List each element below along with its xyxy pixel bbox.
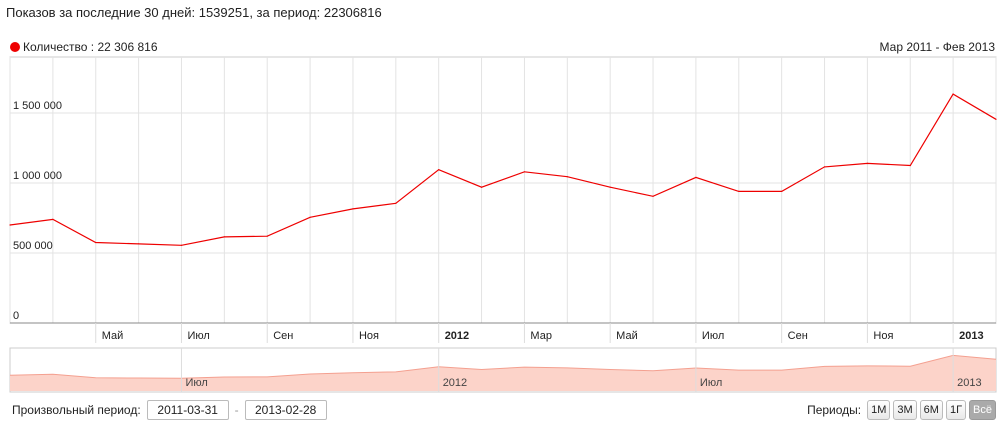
data-point bbox=[952, 93, 954, 95]
navigator-label: 2013 bbox=[957, 377, 981, 389]
data-point bbox=[438, 169, 440, 171]
y-axis-labels: 0 500 000 1 000 000 1 500 000 bbox=[13, 100, 62, 322]
x-tick-label: Май bbox=[102, 330, 124, 342]
x-tick-label: Ноя bbox=[359, 330, 379, 342]
navigator-area bbox=[10, 355, 996, 391]
date-to-input[interactable] bbox=[244, 400, 327, 420]
data-point bbox=[309, 216, 311, 218]
date-range-label: Мар 2011 - Фев 2013 bbox=[879, 40, 995, 54]
legend-label: Количество : 22 306 816 bbox=[23, 40, 158, 54]
x-tick-label: Ноя bbox=[873, 330, 893, 342]
data-point bbox=[180, 244, 183, 246]
y-tick-label: 500 000 bbox=[13, 240, 53, 252]
data-point bbox=[738, 190, 740, 192]
date-separator: - bbox=[234, 403, 239, 417]
x-tick-label: Сен bbox=[273, 330, 293, 342]
custom-period-controls: Произвольный период: - bbox=[12, 400, 327, 420]
custom-period-label: Произвольный период: bbox=[12, 403, 141, 417]
data-point bbox=[695, 176, 697, 178]
navigator-chart: Июл 2012 Июл 2013 bbox=[9, 347, 997, 393]
date-from-input[interactable] bbox=[146, 400, 229, 420]
period-selector: Периоды: 1М 3М 6М 1Г Всё bbox=[807, 400, 996, 420]
navigator-label: Июл bbox=[185, 377, 207, 389]
data-point bbox=[652, 195, 654, 197]
data-point bbox=[266, 235, 268, 237]
x-tick-label: Май bbox=[616, 330, 638, 342]
data-point bbox=[9, 224, 11, 226]
data-point bbox=[995, 118, 997, 120]
data-point bbox=[223, 236, 225, 238]
x-tick-label: 2013 bbox=[959, 330, 983, 342]
legend-marker-icon bbox=[10, 42, 20, 52]
navigator-label: 2012 bbox=[443, 377, 467, 389]
navigator-line bbox=[9, 354, 997, 379]
data-point bbox=[395, 202, 397, 204]
data-point bbox=[523, 171, 526, 173]
data-point bbox=[781, 190, 783, 192]
period-button-3m[interactable]: 3М bbox=[893, 400, 917, 420]
data-point bbox=[52, 218, 54, 220]
data-point bbox=[909, 164, 911, 167]
data-point bbox=[352, 208, 354, 210]
x-axis-labels: Май Июл Сен Ноя 2012 Мар Май Июл Сен Ноя 2013 bbox=[95, 323, 984, 343]
chart-grid bbox=[9, 56, 997, 324]
chart-series bbox=[9, 93, 997, 246]
plot-frame bbox=[9, 56, 997, 324]
data-point bbox=[480, 186, 483, 188]
period-button-1m[interactable]: 1М bbox=[867, 400, 891, 420]
line-chart: 0 500 000 1 000 000 1 500 000 Май Июл Сен Ноя 2… bbox=[9, 56, 997, 393]
x-tick-label: Июл bbox=[187, 330, 209, 342]
periods-label: Периоды: bbox=[807, 403, 862, 417]
legend[interactable]: Количество : 22 306 816 bbox=[10, 40, 158, 54]
period-button-all[interactable]: Всё bbox=[969, 400, 996, 420]
period-button-6m[interactable]: 6М bbox=[919, 400, 943, 420]
x-tick-label: Июл bbox=[702, 330, 724, 342]
data-point bbox=[95, 241, 97, 244]
x-tick-label: Сен bbox=[788, 330, 808, 342]
y-tick-label: 1 500 000 bbox=[13, 100, 62, 112]
x-tick-label: Мар bbox=[530, 330, 552, 342]
y-tick-label: 0 bbox=[13, 310, 19, 322]
data-point bbox=[138, 243, 140, 245]
data-point bbox=[566, 176, 568, 178]
navigator-label: Июл bbox=[700, 377, 722, 389]
period-button-1y[interactable]: 1Г bbox=[945, 400, 967, 420]
page-title: Показов за последние 30 дней: 1539251, з… bbox=[6, 5, 382, 20]
y-tick-label: 1 000 000 bbox=[13, 170, 62, 182]
x-tick-label: 2012 bbox=[445, 330, 469, 342]
data-point bbox=[823, 166, 826, 168]
data-point bbox=[609, 186, 611, 188]
series-line bbox=[9, 93, 997, 246]
data-point bbox=[866, 162, 868, 164]
